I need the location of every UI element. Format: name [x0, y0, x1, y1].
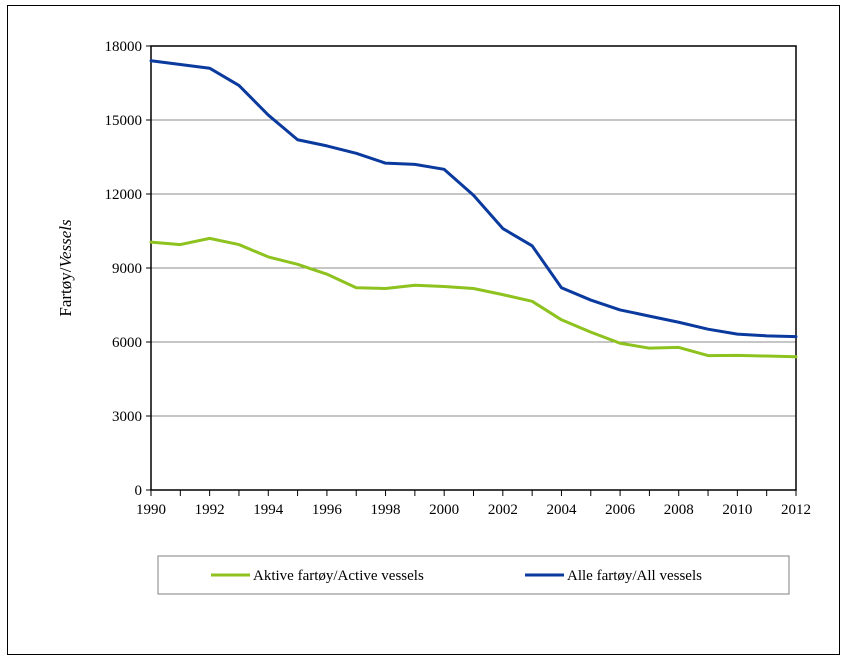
- x-tick-label: 2012: [781, 502, 811, 518]
- x-tick-label: 2000: [429, 502, 459, 518]
- y-tick-label: 9000: [112, 261, 142, 277]
- y-tick-label: 15000: [105, 113, 143, 129]
- x-tick-label: 1992: [195, 502, 225, 518]
- legend-box: [157, 555, 790, 595]
- x-tick-label: 2002: [488, 502, 518, 518]
- series-line-all-vessels: [149, 59, 798, 339]
- x-tick-label: 2008: [664, 502, 694, 518]
- legend: Aktive fartøy/Active vessels Alle fartøy…: [157, 555, 790, 595]
- y-axis-label-prefix: Fartøy/: [56, 267, 75, 316]
- y-axis-label-suffix: Vessels: [56, 219, 75, 268]
- y-tick-label: 12000: [105, 187, 143, 203]
- x-tick-label: 2006: [605, 502, 636, 518]
- x-tick-label: 2010: [722, 502, 752, 518]
- legend-label-active-vessels: Aktive fartøy/Active vessels: [253, 568, 424, 584]
- line-chart: 0 3000 6000 9000 12000 15000 18000 1990 1992 1994…: [56, 39, 812, 595]
- y-tick-label: 3000: [112, 409, 142, 425]
- x-tick-label: 1994: [253, 502, 284, 518]
- y-tick-label: 0: [135, 483, 143, 499]
- chart-container: 0 3000 6000 9000 12000 15000 18000 1990 1992 1994…: [7, 5, 840, 655]
- gridlines: [151, 119, 796, 417]
- y-tick-label: 6000: [112, 335, 142, 351]
- x-tick-label: 1990: [136, 502, 166, 518]
- x-tick-label: 1998: [371, 502, 401, 518]
- series-line-active-vessels: [149, 236, 798, 359]
- x-tick-label: 2004: [546, 502, 577, 518]
- x-tick-label: 1996: [312, 502, 343, 518]
- series-lines: [149, 59, 798, 359]
- axis-ticks: 0 3000 6000 9000 12000 15000 18000 1990 1992 1994…: [105, 39, 812, 518]
- legend-label-all-vessels: Alle fartøy/All vessels: [567, 568, 702, 584]
- y-tick-label: 18000: [105, 39, 143, 55]
- y-axis-label: Fartøy/Vessels: [56, 219, 75, 317]
